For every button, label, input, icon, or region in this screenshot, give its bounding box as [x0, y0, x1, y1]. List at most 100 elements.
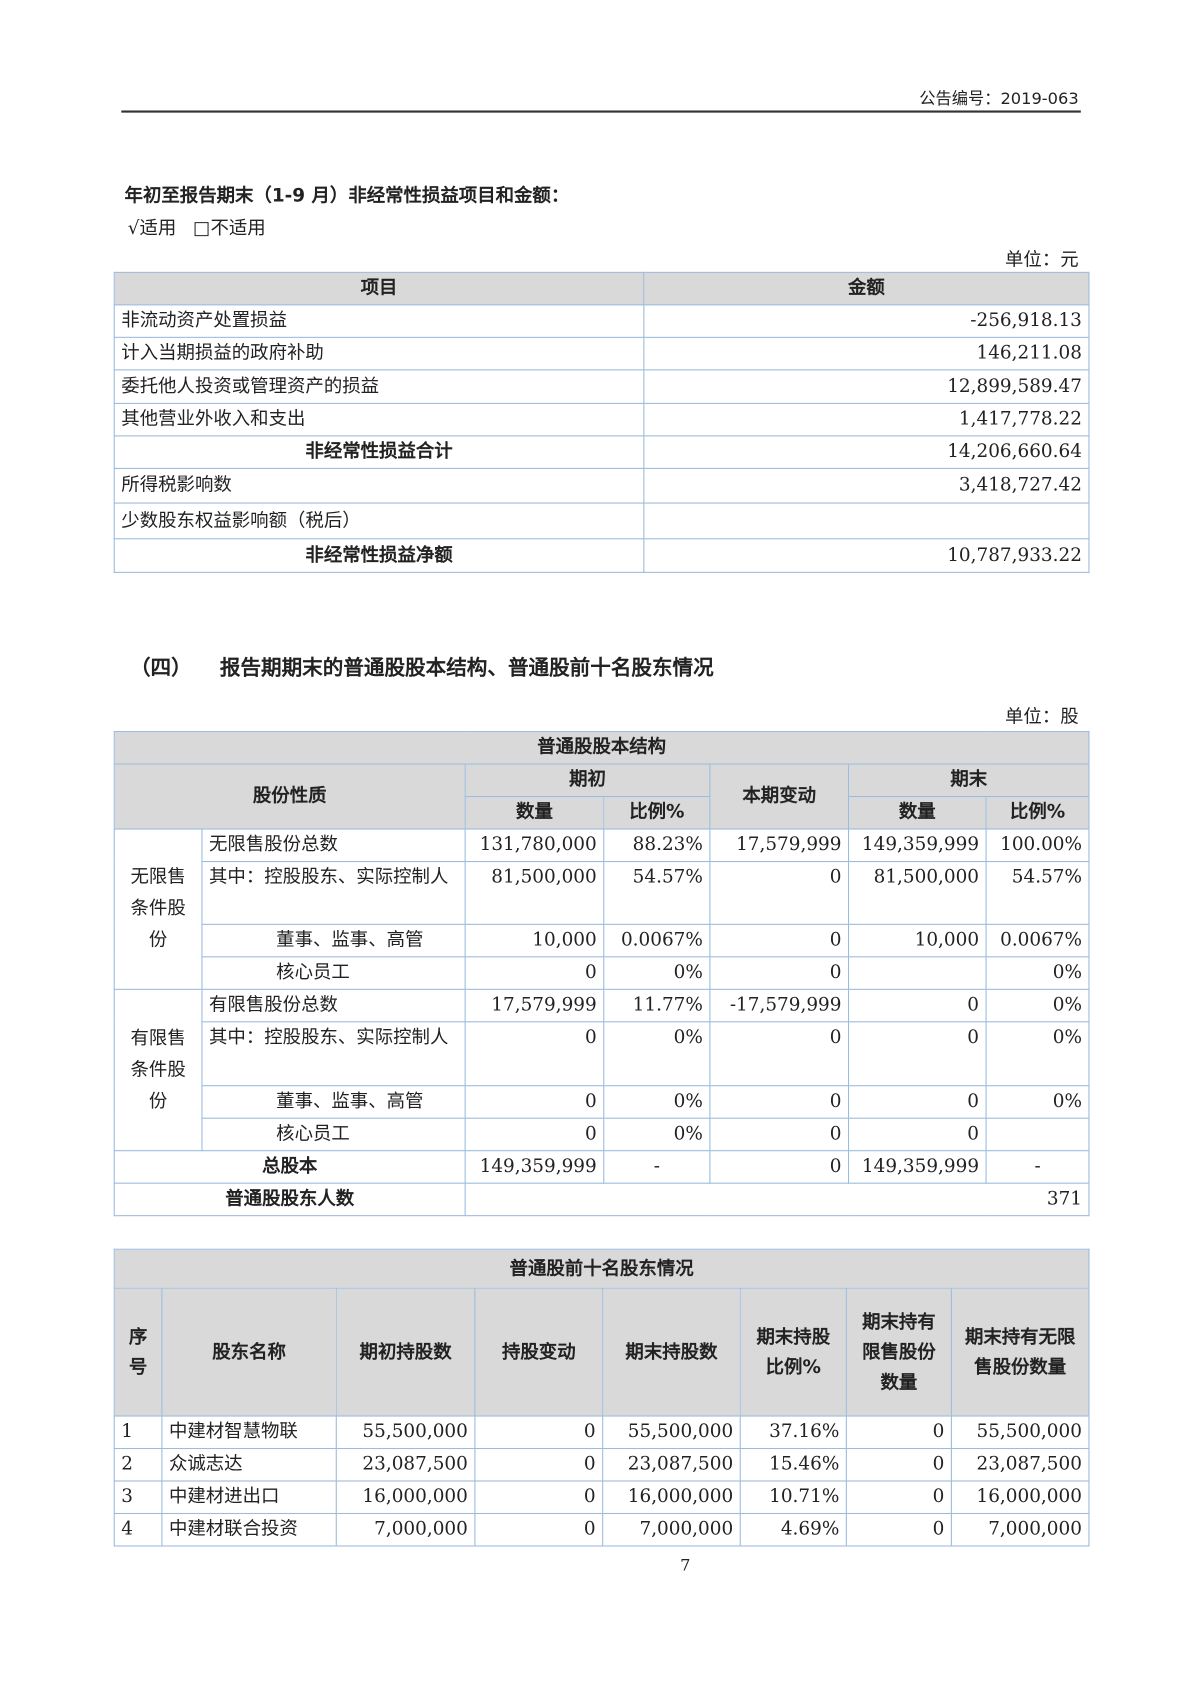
table-row: 其中：控股股东、实际控制人 0 0% 0 0 0%	[114, 1021, 1090, 1087]
table-row: 其他营业外收入和支出 1,417,778.22	[113, 402, 1090, 437]
shareholder-row: 3 中建材进出口 16,000,000 0 16,000,000 10.71% 0 16,00…	[113, 1480, 1090, 1515]
non-recurring-table: 项目 金额 非流动资产处置损益 -256,918.13 计入当期损益的政府补助 146,2…	[113, 271, 1090, 573]
value-cell-br: 11.77%	[603, 988, 711, 1023]
col-period-begin: 期初	[464, 763, 711, 798]
rank-cell: 4	[113, 1512, 163, 1547]
amount-cell: 12,899,589.47	[643, 369, 1090, 404]
holders-count: 371	[464, 1182, 1090, 1217]
value-cell-bq: 0	[464, 956, 605, 990]
announcement-number: 公告编号：2019-063	[919, 88, 1079, 109]
amount-cell: 1,417,778.22	[643, 402, 1090, 437]
total-bq: 149,359,999	[464, 1150, 605, 1184]
amount-cell: 14,206,660.64	[643, 435, 1090, 469]
total-er: -	[985, 1150, 1090, 1184]
section-heading-text: 报告期期末的普通股股本结构、普通股前十名股东情况	[219, 656, 714, 681]
applicability: √适用 □不适用	[127, 212, 266, 240]
ratio-cell: 37.16%	[739, 1415, 847, 1450]
restricted-cell: 0	[845, 1480, 952, 1515]
row-label: 董事、监事、高管	[201, 1085, 466, 1119]
value-cell-eq: 10,000	[847, 923, 987, 958]
value-cell-er: 0.0067%	[985, 923, 1090, 958]
value-cell-eq: 81,500,000	[847, 860, 987, 925]
header-divider	[121, 110, 1081, 113]
row-label: 有限售股份总数	[201, 988, 466, 1023]
restricted-cell: 0	[845, 1447, 952, 1482]
end-shares-cell: 55,500,000	[602, 1415, 741, 1450]
table-title: 普通股股本结构	[113, 731, 1090, 765]
item-cell: 非经常性损益合计	[113, 435, 645, 469]
section-number: （四）	[129, 656, 192, 681]
total-eq: 149,359,999	[847, 1150, 987, 1184]
shareholder-row: 1 中建材智慧物联 55,500,000 0 55,500,000 37.16% 0 55,5…	[113, 1415, 1090, 1450]
value-cell-chg: 0	[709, 1085, 850, 1119]
name-cell: 中建材联合投资	[161, 1512, 337, 1547]
table-row: 所得税影响数 3,418,727.42	[113, 467, 1090, 504]
value-cell-eq: 0	[847, 988, 987, 1023]
name-cell: 众诚志达	[161, 1447, 337, 1482]
rank-cell: 3	[113, 1480, 163, 1515]
value-cell-br: 0%	[603, 1021, 711, 1087]
value-cell-br: 0%	[603, 1117, 711, 1152]
end-shares-cell: 16,000,000	[602, 1480, 741, 1515]
unit-label-shares: 单位：股	[1005, 706, 1079, 728]
table-row: 无限售条件股份 无限售股份总数 131,780,000 88.23% 17,579,99…	[113, 828, 1090, 990]
column-header: 持股变动	[474, 1287, 604, 1417]
unit-label: 单位：元	[1005, 249, 1079, 271]
table-row: 非流动资产处置损益 -256,918.13	[113, 304, 1090, 338]
col-share-nature: 股份性质	[113, 763, 466, 830]
value-cell-eq: 0	[847, 1117, 987, 1152]
value-cell-er: 54.57%	[985, 860, 1090, 925]
column-header: 项目	[113, 271, 645, 306]
name-cell: 中建材智慧物联	[161, 1415, 337, 1450]
value-cell-er: 0%	[985, 956, 1090, 990]
amount-cell: 10,787,933.22	[643, 538, 1090, 573]
applicable-checked: √适用	[127, 217, 177, 240]
table-row: 核心员工 0 0% 0 0%	[114, 956, 1090, 990]
value-cell-er: 0%	[985, 1021, 1090, 1087]
value-cell-br: 88.23%	[603, 828, 711, 863]
shareholder-row: 4 中建材联合投资 7,000,000 0 7,000,000 4.69% 0 7,000,0…	[113, 1512, 1090, 1547]
table-row: 非经常性损益净额 10,787,933.22	[113, 538, 1090, 573]
column-header: 期末持有无限售股份数量	[950, 1287, 1090, 1417]
value-cell-chg: 0	[709, 956, 850, 990]
value-cell-er: 0%	[985, 988, 1090, 1023]
item-cell: 计入当期损益的政府补助	[113, 336, 645, 371]
begin-shares-cell: 55,500,000	[335, 1415, 476, 1450]
change-cell: 0	[474, 1447, 604, 1482]
item-cell: 少数股东权益影响额（税后）	[113, 502, 645, 540]
begin-shares-cell: 16,000,000	[335, 1480, 476, 1515]
change-cell: 0	[474, 1512, 604, 1547]
col-begin-qty: 数量	[464, 796, 605, 830]
column-header: 股东名称	[161, 1287, 337, 1417]
rank-cell: 1	[113, 1415, 163, 1450]
begin-shares-cell: 23,087,500	[335, 1447, 476, 1482]
holders-row: 普通股股东人数 371	[113, 1182, 1090, 1217]
col-period-end: 期末	[847, 763, 1090, 798]
value-cell-eq: 0	[847, 1085, 987, 1119]
not-applicable-box: □不适用	[193, 217, 266, 240]
value-cell-chg: -17,579,999	[709, 988, 850, 1023]
item-cell: 非经常性损益净额	[113, 538, 645, 573]
col-begin-ratio: 比例%	[603, 796, 711, 830]
section-title: 年初至报告期末（1-9 月）非经常性损益项目和金额：	[124, 185, 570, 207]
col-end-ratio: 比例%	[985, 796, 1090, 830]
unrestricted-cell: 55,500,000	[950, 1415, 1090, 1450]
amount-cell: 3,418,727.42	[643, 467, 1090, 504]
table-row: 委托他人投资或管理资产的损益 12,899,589.47	[113, 369, 1090, 404]
table-row: 非经常性损益合计 14,206,660.64	[113, 435, 1090, 469]
column-header: 序号	[113, 1287, 163, 1417]
section-heading: （四） 报告期期末的普通股股本结构、普通股前十名股东情况	[130, 652, 714, 681]
table-row: 计入当期损益的政府补助 146,211.08	[113, 336, 1090, 371]
value-cell-br: 0.0067%	[603, 923, 711, 958]
amount-cell: 146,211.08	[643, 336, 1090, 371]
item-cell: 其他营业外收入和支出	[113, 402, 645, 437]
value-cell-eq: 0	[847, 1021, 987, 1087]
value-cell-br: 0%	[603, 956, 711, 990]
shareholder-row: 2 众诚志达 23,087,500 0 23,087,500 15.46% 0 23,087,…	[113, 1447, 1090, 1482]
column-header: 期末持股比例%	[739, 1287, 847, 1417]
value-cell-bq: 17,579,999	[464, 988, 605, 1023]
value-cell-er	[985, 1117, 1090, 1152]
row-label: 其中：控股股东、实际控制人	[201, 860, 466, 925]
col-end-qty: 数量	[847, 796, 987, 830]
